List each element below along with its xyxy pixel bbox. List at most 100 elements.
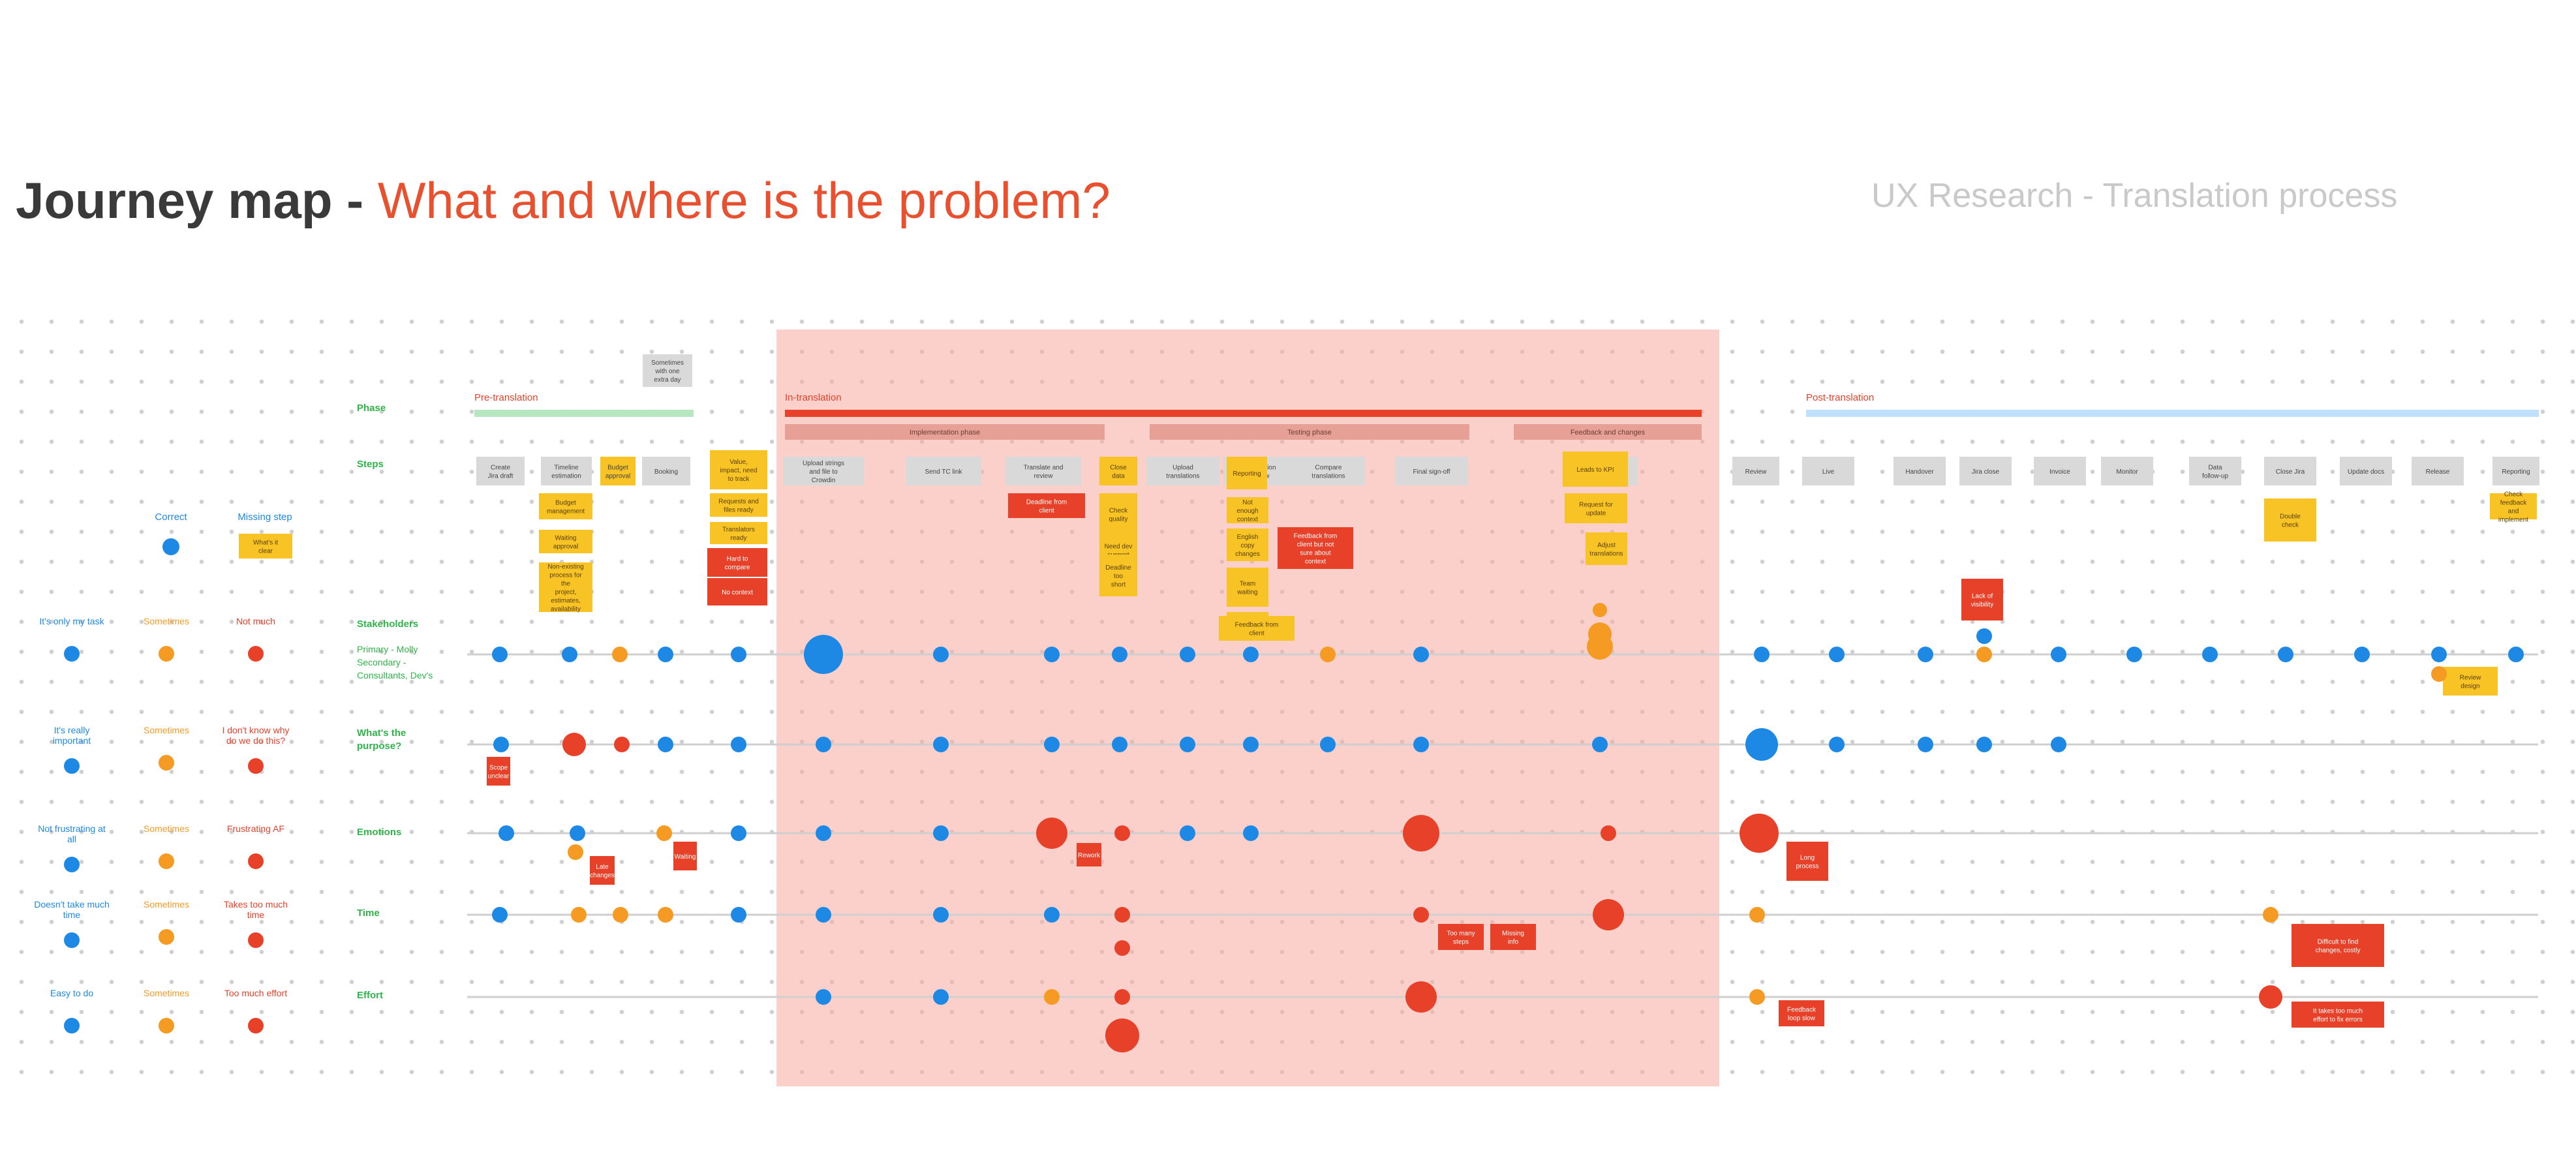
- sticky-note-14-text: Feedback from client: [1235, 622, 1279, 637]
- sticky-note-14: [1219, 616, 1295, 641]
- stakeholders-dot-17: [1918, 647, 1933, 662]
- row-label-stakeholders: Stakeholders: [357, 619, 418, 630]
- legend-row3-dot-2: [159, 853, 174, 869]
- time-dot-13: [2263, 907, 2278, 923]
- stakeholders-dot-6: [804, 635, 843, 674]
- sticky-note-21: [1227, 457, 1267, 489]
- step-19-text: Invoice: [2049, 468, 2070, 476]
- legend-row1-label-1: It's only my task: [39, 616, 104, 626]
- purpose-dot-4: [658, 737, 673, 752]
- sticky-note-22-text: Leads to KPI: [1576, 467, 1614, 474]
- red-note-8-text: Rework: [1078, 852, 1101, 859]
- stakeholders-dot-13: [1413, 647, 1429, 662]
- red-note-13: [2292, 924, 2384, 967]
- step-20: [2101, 457, 2153, 485]
- sticky-note-5: [710, 522, 767, 544]
- legend-row4-dot-3: [248, 932, 264, 948]
- time-dot-12: [1749, 907, 1765, 923]
- emotions-dot-8: [1114, 825, 1130, 841]
- red-note-15: [2292, 1002, 2384, 1028]
- step-16: [1802, 457, 1854, 485]
- red-note-8: [1077, 843, 1101, 866]
- sticky-note-12-text: Team waiting: [1236, 581, 1257, 596]
- stakeholders-dot-15: [1754, 647, 1770, 662]
- emotions-dot-11: [1403, 815, 1439, 851]
- time-dot-6: [816, 907, 831, 923]
- row-label-stakeholders-detail: Primary - Molly Secondary -Consultants, D…: [357, 644, 433, 681]
- legend-row1-dot-3: [248, 646, 264, 662]
- sticky-note-4: [710, 493, 767, 517]
- sticky-note-23: [1099, 457, 1137, 485]
- stakeholders-dot-4: [658, 647, 673, 662]
- sticky-note-17-text: Double check: [2280, 513, 2301, 529]
- row-label-time: Time: [357, 908, 380, 919]
- phase-label-in: In-translation: [785, 392, 842, 403]
- purpose-dot-18: [1976, 737, 1992, 752]
- legend-row4-label-2: Sometimes: [144, 899, 189, 910]
- red-note-5-text: Scope unclear: [488, 765, 510, 780]
- stakeholders-dot-10: [1180, 647, 1195, 662]
- emotions-dot-10: [1243, 825, 1259, 841]
- step-4-text: Booking: [654, 468, 678, 476]
- sticky-note-17: [2264, 498, 2316, 542]
- emotions-dot-4: [731, 825, 746, 841]
- stakeholders-dot-7: [933, 647, 949, 662]
- red-note-16: [1961, 579, 2003, 620]
- emotions-dot-5: [816, 825, 831, 841]
- legend-row5-label-2: Sometimes: [144, 988, 189, 998]
- step-7-text: Send TC link: [925, 468, 962, 476]
- sticky-note-7-text: Check quality: [1109, 508, 1129, 523]
- step-21: [2189, 457, 2241, 485]
- stakeholders-dot-23: [2354, 647, 2370, 662]
- sticky-note-2-text: Waiting approval: [553, 535, 578, 551]
- red-note-4-text: No context: [722, 589, 753, 596]
- legend-missing-tag: [239, 534, 292, 559]
- sticky-note-10: [1227, 497, 1268, 523]
- step-6-text: Upload strings and file to Crowdin: [803, 460, 844, 484]
- step-22: [2264, 457, 2316, 485]
- red-note-13-text: Difficult to find changes, costly: [2316, 939, 2361, 955]
- step-15-text: Review: [1745, 468, 1768, 476]
- step-25-text: Reporting: [2502, 468, 2530, 476]
- purpose-dot-2: [562, 733, 586, 756]
- step-24: [2412, 457, 2464, 485]
- stakeholders-stack-dot-2: [1588, 622, 1612, 646]
- red-note-9-text: Too many steps: [1447, 930, 1475, 946]
- step-18-text: Jira close: [1972, 468, 2000, 476]
- sticky-note-19: [2443, 667, 2498, 696]
- step-8: [1005, 457, 1081, 485]
- emotions-dot-3: [656, 825, 672, 841]
- step-16-text: Live: [1822, 468, 1835, 476]
- emotions-dot-12: [1601, 825, 1616, 841]
- sticky-note-15-text: Request for update: [1579, 502, 1613, 517]
- purpose-dot-11: [1243, 737, 1259, 752]
- red-note-5: [487, 757, 510, 786]
- step-21-text: Data follow-up: [2202, 465, 2228, 480]
- legend-row5-dot-1: [64, 1018, 80, 1034]
- red-note-15-text: It takes too much effort to fix errors: [2313, 1008, 2363, 1024]
- step-25: [2492, 457, 2539, 485]
- legend-row5-dot-3: [248, 1018, 264, 1034]
- phase-label-post: Post-translation: [1806, 392, 1874, 403]
- time-dot-1: [492, 907, 508, 923]
- purpose-dot-13: [1413, 737, 1429, 752]
- time-dot-9: [1114, 907, 1130, 923]
- purpose-dot-7: [933, 737, 949, 752]
- legend-row4-dot-2: [159, 929, 174, 945]
- step-19: [2034, 457, 2086, 485]
- red-note-10-text: Missing info: [1502, 930, 1524, 946]
- legend-row1-dot-2: [159, 646, 174, 662]
- red-note-4: [707, 578, 767, 605]
- red-note-10: [1490, 924, 1536, 950]
- stakeholders-dot-22: [2278, 647, 2293, 662]
- note-top-grey-text: Sometimes with one extra day: [651, 360, 684, 384]
- title-subtitle: What and where is the problem?: [377, 172, 1111, 229]
- stakeholders-dot-25: [2508, 647, 2524, 662]
- purpose-dot-17: [1918, 737, 1933, 752]
- legend-row2-dot-1: [64, 758, 80, 774]
- purpose-dot-10: [1180, 737, 1195, 752]
- subphase-bar-3: [1514, 424, 1702, 440]
- step-13-text: Final sign-off: [1413, 468, 1450, 476]
- step-6: [783, 457, 864, 485]
